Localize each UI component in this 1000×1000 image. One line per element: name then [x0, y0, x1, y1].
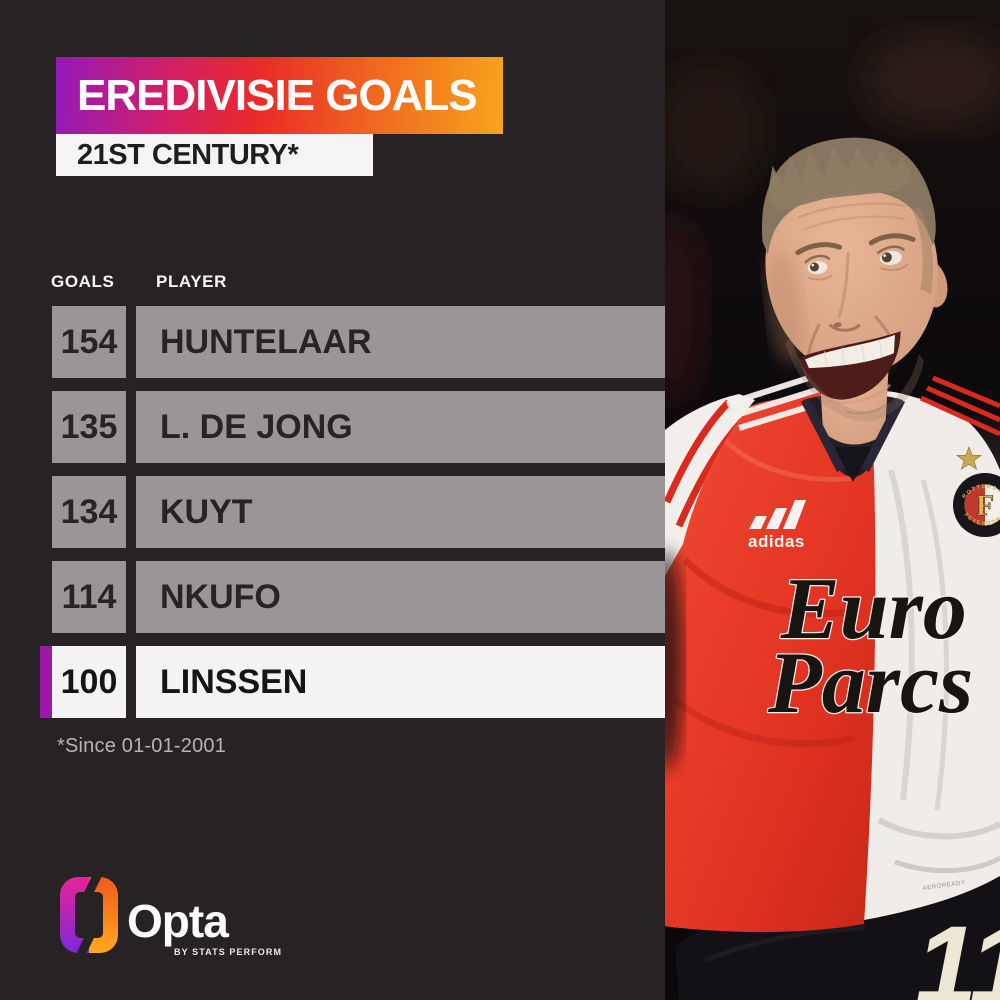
opta-tagline: BY STATS PERFORM	[174, 947, 283, 957]
goals-value: 134	[60, 492, 118, 531]
eyes	[804, 245, 909, 281]
player-name: L. DE JONG	[160, 407, 353, 446]
goals-cell: 114	[52, 561, 126, 633]
opta-logo-icon	[60, 877, 118, 953]
table-row: 135 L. DE JONG	[52, 391, 665, 463]
player-cell: LINSSEN	[136, 646, 665, 718]
hem-tag: AEROREADY	[922, 880, 965, 892]
player-cell: KUYT	[136, 476, 665, 548]
crest-letter: F	[976, 489, 994, 522]
highlight-accent-bar	[40, 646, 52, 718]
table-row: 114 NKUFO	[52, 561, 665, 633]
player-jersey: adidas Euro Parcs F FEYENOORD ROTTERDAM	[665, 324, 1000, 933]
opta-branding: Opta BY STATS PERFORM	[60, 877, 282, 957]
smiling-mouth	[798, 331, 901, 405]
opta-wordmark: Opta	[127, 895, 229, 947]
goals-value: 100	[60, 662, 118, 701]
sponsor-line2: Parcs	[767, 635, 973, 732]
goals-cell: 135	[52, 391, 126, 463]
shoulder-stripes-right	[919, 375, 1000, 437]
goals-value: 154	[60, 322, 118, 361]
footnote: *Since 01-01-2001	[57, 735, 227, 757]
adidas-wordmark: adidas	[748, 532, 805, 551]
player-cell: HUNTELAAR	[136, 306, 665, 378]
feyenoord-crest: F FEYENOORD ROTTERDAM	[953, 446, 1000, 537]
sponsor-line1: Euro	[780, 561, 967, 658]
table-row: 134 KUYT	[52, 476, 665, 548]
column-header-player: PLAYER	[156, 272, 227, 291]
goals-value: 114	[61, 577, 117, 616]
goals-value: 135	[60, 407, 118, 446]
table-row: 154 HUNTELAAR	[52, 306, 665, 378]
jersey-sponsor-text: Euro Parcs	[766, 560, 975, 734]
subtitle-banner: 21ST CENTURY*	[56, 134, 373, 176]
goals-cell: 134	[52, 476, 126, 548]
shorts-number: 11	[915, 903, 1000, 1000]
goals-cell: 154	[52, 306, 126, 378]
player-name: LINSSEN	[160, 662, 308, 701]
goals-cell: 100	[52, 646, 126, 718]
table-row-highlighted: 100 LINSSEN	[40, 646, 665, 718]
page-title: EREDIVISIE GOALS	[77, 70, 478, 120]
crest-star	[956, 446, 982, 470]
title-banner: EREDIVISIE GOALS	[56, 57, 503, 134]
player-photo: 11	[665, 0, 1000, 1000]
column-header-goals: GOALS	[51, 272, 115, 291]
adidas-logo: adidas	[748, 500, 806, 551]
player-name: NKUFO	[160, 577, 281, 616]
player-name: KUYT	[160, 492, 253, 531]
player-cell: L. DE JONG	[136, 391, 665, 463]
player-cell: NKUFO	[136, 561, 665, 633]
player-head	[761, 137, 948, 422]
player-name: HUNTELAAR	[160, 322, 372, 361]
player-photo-illustration: 11	[665, 0, 1000, 1000]
page-subtitle: 21ST CENTURY*	[77, 138, 299, 171]
